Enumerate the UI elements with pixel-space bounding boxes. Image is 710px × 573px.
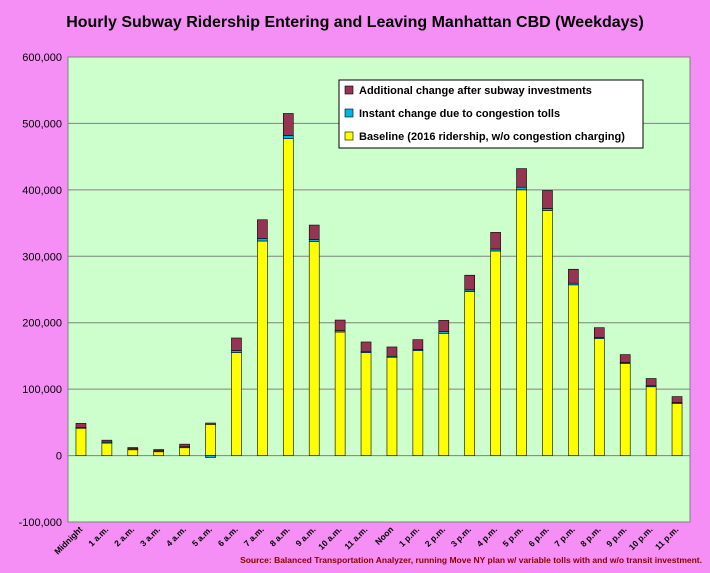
x-tick-label: 3 a.m. xyxy=(138,524,162,548)
x-tick-label: 9 p.m. xyxy=(604,524,628,548)
bar-2-6 xyxy=(231,337,242,351)
y-tick-label: 300,000 xyxy=(22,251,62,263)
bar-0-14 xyxy=(438,333,450,456)
chart-title: Hourly Subway Ridership Entering and Lea… xyxy=(66,14,644,31)
x-tick-label: Noon xyxy=(373,524,395,546)
bars xyxy=(75,113,683,458)
bar-2-10 xyxy=(334,319,346,331)
y-tick-label: 600,000 xyxy=(22,52,62,64)
bar-2-16 xyxy=(490,232,501,250)
x-tick-label: 3 p.m. xyxy=(449,524,473,548)
y-tick-label: 400,000 xyxy=(22,185,62,197)
x-tick-label: 7 p.m. xyxy=(552,524,576,548)
bar-0-23 xyxy=(671,402,683,456)
bar-2-8 xyxy=(282,113,294,136)
x-tick-label: 6 p.m. xyxy=(526,524,550,548)
bar-1-17 xyxy=(516,186,527,191)
bar-2-17 xyxy=(516,168,527,188)
legend: Additional change after subway investmen… xyxy=(338,79,644,149)
y-tick-label: 200,000 xyxy=(22,318,62,330)
bar-0-15 xyxy=(464,291,476,456)
bar-2-0 xyxy=(75,423,87,428)
y-tick-label: -100,000 xyxy=(19,517,62,529)
x-tick-label: 10 a.m. xyxy=(316,524,343,551)
bar-1-8 xyxy=(282,135,294,140)
x-tick-label: 8 p.m. xyxy=(578,524,602,548)
bar-2-22 xyxy=(645,378,657,387)
bar-0-9 xyxy=(308,241,320,456)
bar-2-19 xyxy=(568,268,579,284)
bar-0-12 xyxy=(386,356,398,456)
bar-0-20 xyxy=(593,338,605,456)
x-tick-label: 2 p.m. xyxy=(423,524,447,548)
bar-0-17 xyxy=(516,189,527,456)
bar-2-2 xyxy=(127,447,139,450)
source-note: Source: Balanced Transportation Analyzer… xyxy=(240,555,702,565)
bar-2-21 xyxy=(619,354,631,363)
legend-label: Instant change due to congestion tolls xyxy=(359,108,560,120)
bar-2-23 xyxy=(671,396,683,403)
bar-0-4 xyxy=(179,446,190,456)
x-tick-label: 6 a.m. xyxy=(216,524,240,548)
y-tick-label: 100,000 xyxy=(22,384,62,396)
x-tick-label: 10 p.m. xyxy=(627,524,655,552)
bar-2-7 xyxy=(257,219,268,239)
x-tick-label: 11 p.m. xyxy=(653,524,680,551)
x-axis-ticks: Midnight 1 a.m. 2 a.m. 3 a.m. 4 a.m. 5 a.m. 6 … xyxy=(52,524,680,556)
bar-2-9 xyxy=(308,224,320,240)
bar-0-22 xyxy=(645,386,657,456)
bar-0-5 xyxy=(205,424,216,456)
x-tick-label: 5 a.m. xyxy=(190,524,214,548)
x-tick-label: 4 p.m. xyxy=(475,524,499,548)
bar-2-12 xyxy=(386,346,398,357)
x-tick-label: 2 a.m. xyxy=(112,524,136,548)
x-tick-label: 1 p.m. xyxy=(397,524,421,548)
bar-0-1 xyxy=(101,441,113,456)
legend-label: Additional change after subway investmen… xyxy=(359,85,592,97)
bar-2-11 xyxy=(360,341,372,352)
bar-2-15 xyxy=(464,274,476,291)
x-tick-label: 7 a.m. xyxy=(242,524,266,548)
x-tick-label: 8 a.m. xyxy=(268,524,292,548)
bar-2-14 xyxy=(438,320,450,332)
bar-1-7 xyxy=(257,238,268,242)
bar-2-5 xyxy=(205,422,216,425)
bar-0-18 xyxy=(542,210,553,456)
bar-0-16 xyxy=(490,250,501,456)
bar-0-21 xyxy=(619,362,631,456)
x-tick-label: 9 a.m. xyxy=(294,524,318,548)
bar-0-13 xyxy=(412,350,424,456)
x-tick-label: 1 a.m. xyxy=(86,524,110,548)
bar-2-4 xyxy=(179,443,190,448)
legend-swatch xyxy=(344,85,354,95)
bar-2-13 xyxy=(412,339,424,350)
x-tick-label: 5 p.m. xyxy=(501,524,525,548)
legend-label: Baseline (2016 ridership, w/o congestion… xyxy=(359,131,625,143)
legend-box xyxy=(338,79,644,149)
bar-2-20 xyxy=(593,327,605,338)
bar-2-3 xyxy=(153,449,165,452)
x-tick-label: Midnight xyxy=(52,524,84,556)
bar-0-0 xyxy=(75,427,87,456)
x-tick-label: 4 a.m. xyxy=(164,524,188,548)
bar-0-8 xyxy=(282,138,294,456)
bar-0-7 xyxy=(257,240,268,456)
y-axis-ticks: -100,000 0 100,000 200,000 300,000 400,000 500… xyxy=(19,52,62,529)
bar-2-1 xyxy=(101,439,113,443)
x-tick-label: 11 a.m. xyxy=(342,524,369,551)
bar-2-18 xyxy=(542,190,553,209)
bar-0-19 xyxy=(568,284,579,456)
bar-0-10 xyxy=(334,331,346,456)
y-tick-label: 0 xyxy=(56,451,62,463)
y-tick-label: 500,000 xyxy=(22,118,62,130)
legend-swatch xyxy=(344,108,354,118)
bar-1-5 xyxy=(205,455,216,458)
bar-0-6 xyxy=(231,352,242,456)
bar-0-11 xyxy=(360,352,372,456)
legend-swatch xyxy=(344,131,354,141)
